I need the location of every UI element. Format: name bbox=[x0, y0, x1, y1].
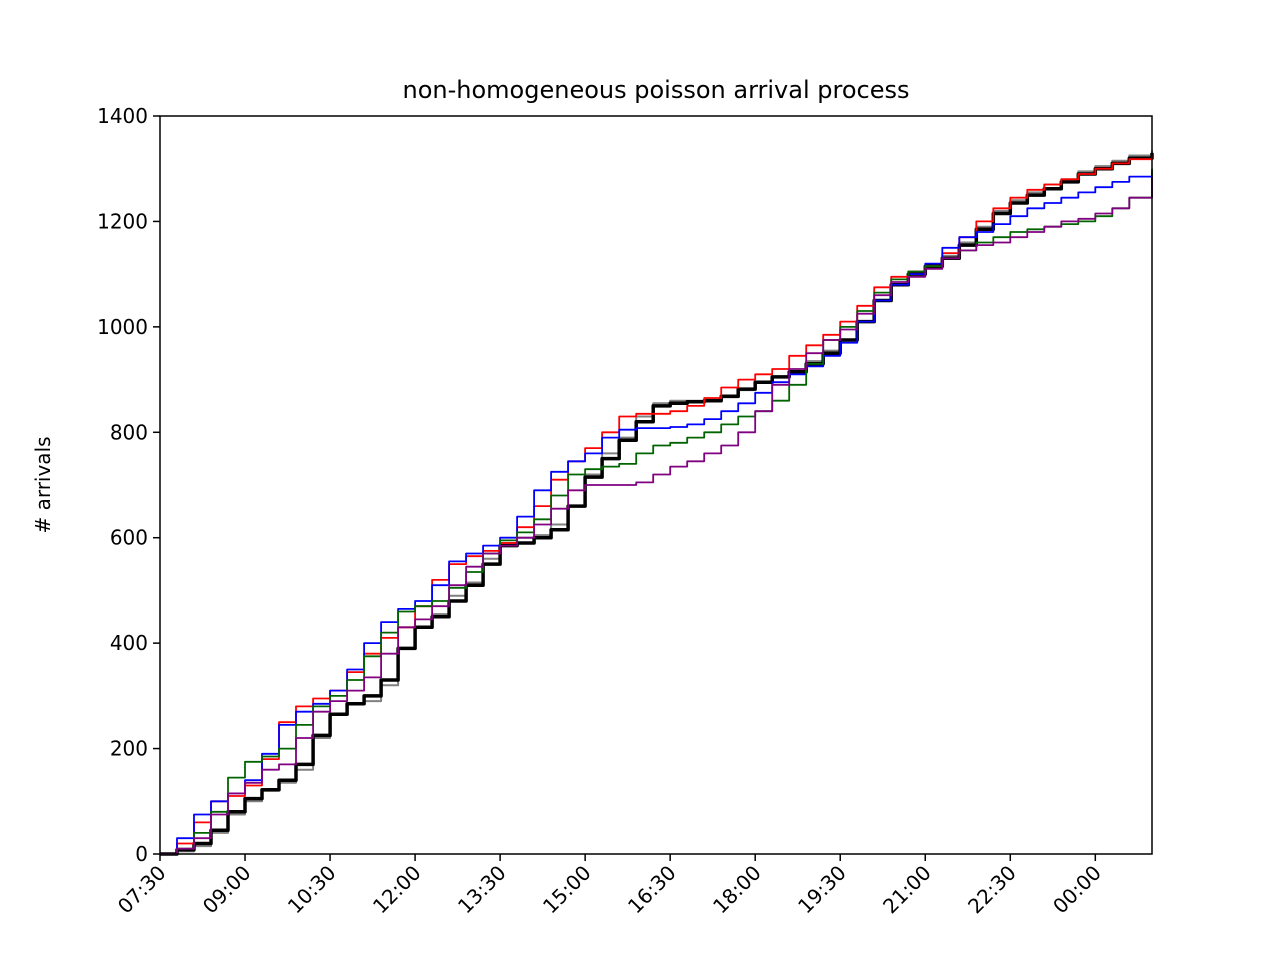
x-tick-label: 07:30 bbox=[113, 861, 171, 919]
series-line-2 bbox=[160, 152, 1154, 856]
plot-frame bbox=[159, 115, 1153, 855]
y-tick-label: 800 bbox=[110, 420, 148, 444]
series-layer bbox=[160, 150, 1154, 856]
chart-title: non-homogeneous poisson arrival process bbox=[403, 76, 910, 104]
y-axis-label: # arrivals bbox=[31, 436, 55, 533]
x-tick-label: 00:00 bbox=[1048, 861, 1106, 919]
y-tick-label: 200 bbox=[110, 737, 148, 761]
series-line-1 bbox=[160, 150, 1153, 855]
axis-layer: 0 200 400 600 800 1000 1200 1400 07:30 09:00 10:30… bbox=[97, 104, 1106, 918]
y-tick-label: 600 bbox=[110, 526, 148, 550]
x-tick-label: 21:00 bbox=[878, 861, 936, 919]
x-tick-label: 09:00 bbox=[198, 861, 256, 919]
series-line-5 bbox=[160, 168, 1153, 855]
series-line-6 bbox=[160, 176, 1153, 855]
series-line-4 bbox=[160, 171, 1153, 855]
x-tick-label: 16:30 bbox=[623, 861, 681, 919]
x-tick-label: 15:00 bbox=[538, 861, 596, 919]
x-tick-label: 22:30 bbox=[963, 861, 1021, 919]
series-line-3 bbox=[160, 155, 1153, 855]
y-tick-label: 400 bbox=[110, 631, 148, 655]
x-tick-label: 10:30 bbox=[283, 861, 341, 919]
x-tick-label: 19:30 bbox=[793, 861, 851, 919]
y-tick-label: 1400 bbox=[97, 104, 148, 128]
y-tick-label: 1200 bbox=[97, 209, 148, 233]
x-tick-label: 18:00 bbox=[708, 861, 766, 919]
x-tick-label: 12:00 bbox=[368, 861, 426, 919]
x-tick-label: 13:30 bbox=[453, 861, 511, 919]
y-tick-label: 0 bbox=[135, 842, 148, 866]
y-tick-label: 1000 bbox=[97, 315, 148, 339]
